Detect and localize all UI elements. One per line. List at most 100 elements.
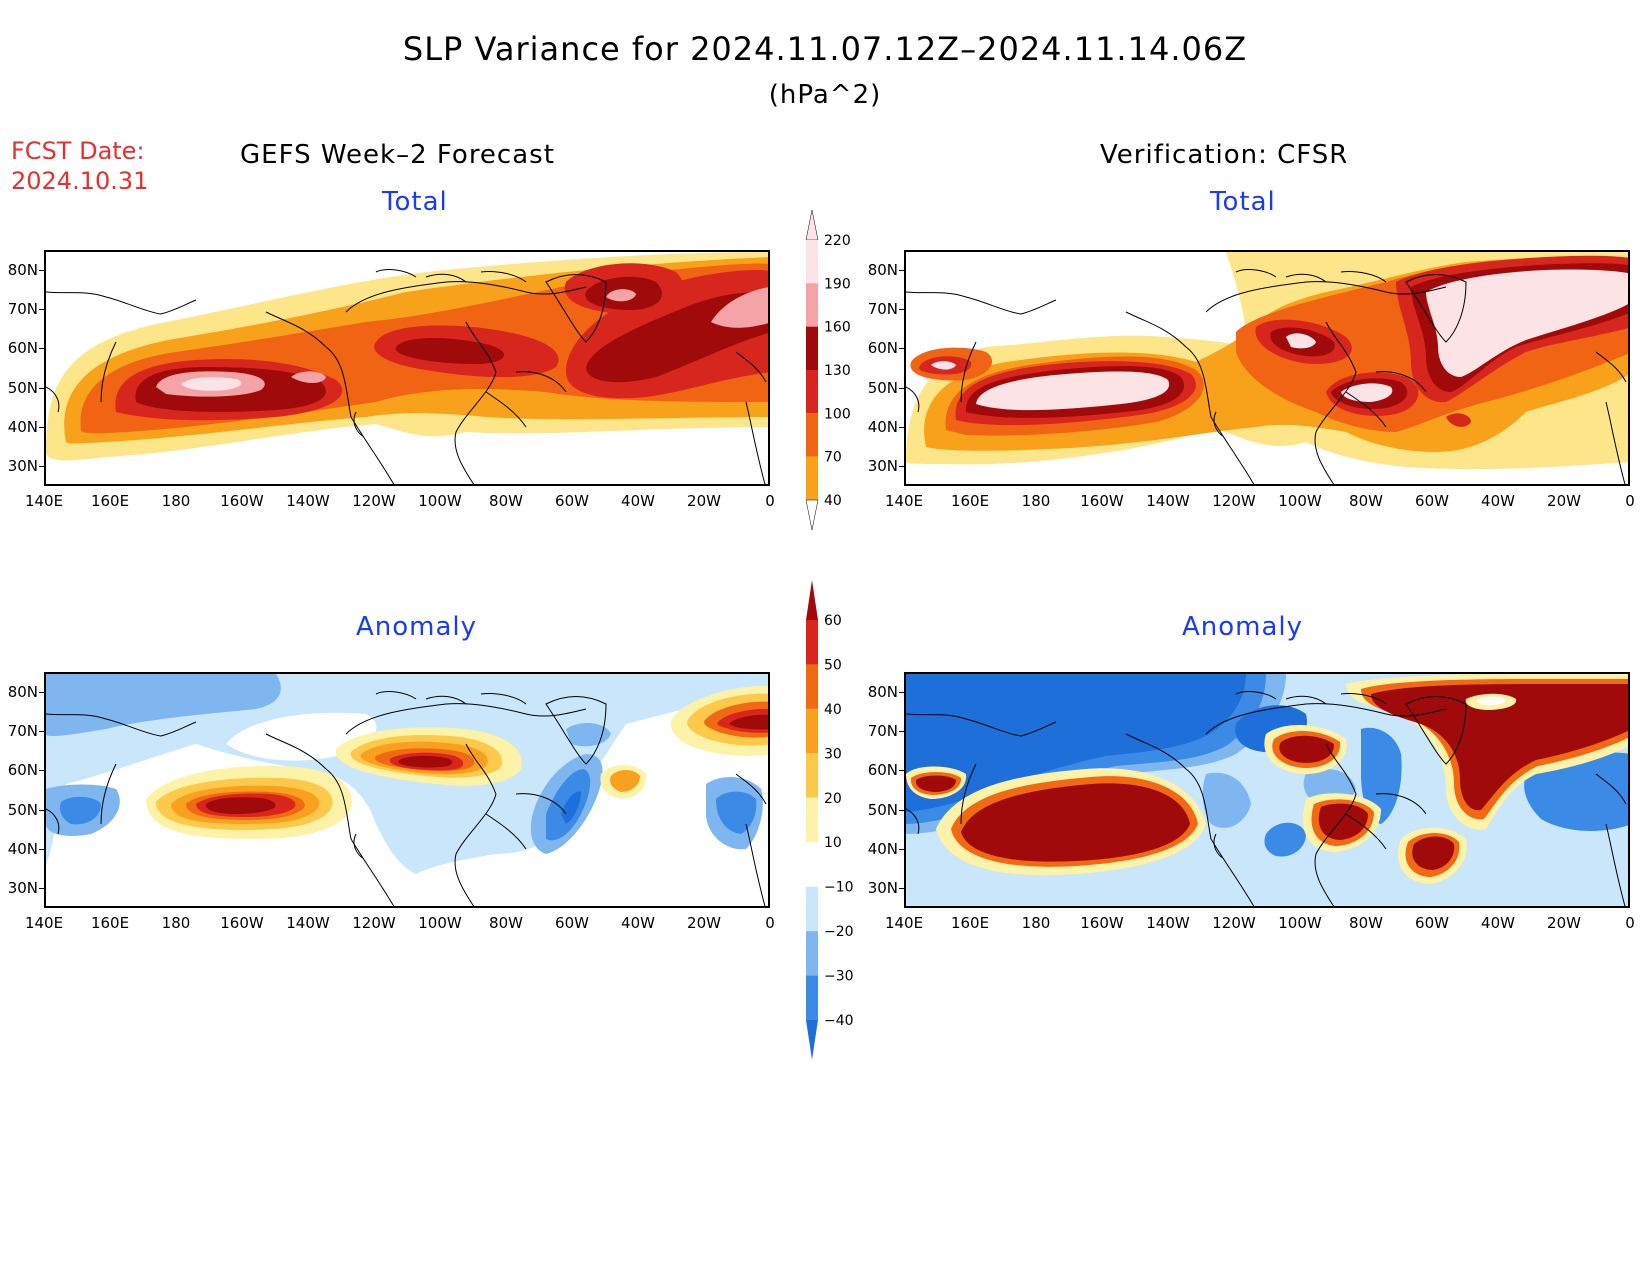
colorbar-swatch bbox=[806, 240, 818, 284]
lat-tick-mark bbox=[899, 849, 904, 850]
cfsr-total-map bbox=[904, 250, 1630, 486]
lat-tick-label: 40N bbox=[867, 418, 898, 436]
lat-tick-mark bbox=[899, 309, 904, 310]
lon-tick-label: 140W bbox=[1146, 914, 1190, 932]
lon-tick-label: 140W bbox=[1146, 492, 1190, 510]
lon-tick-label: 140E bbox=[884, 492, 924, 510]
lat-tick-mark bbox=[899, 348, 904, 350]
gefs-total-field bbox=[46, 252, 768, 484]
colorbar-swatch bbox=[806, 708, 818, 754]
coastlines bbox=[906, 691, 1627, 906]
lat-tick-label: 30N bbox=[867, 879, 898, 898]
lat-tick-label: 30N bbox=[7, 457, 38, 476]
lon-tick-label: 60W bbox=[1415, 914, 1449, 932]
colorbar-level-label: 220 bbox=[824, 233, 851, 249]
gefs-total-map bbox=[44, 250, 770, 486]
lon-tick-label: 120W bbox=[352, 914, 396, 932]
cfsr-total-title: Total bbox=[1210, 187, 1276, 217]
colorbar-level-label: 10 bbox=[824, 835, 842, 851]
colorbar-swatch bbox=[806, 797, 818, 843]
lat-tick-label: 60N bbox=[7, 339, 38, 358]
lat-tick-mark bbox=[899, 387, 904, 389]
lat-tick-mark bbox=[39, 427, 44, 428]
lon-tick-label: 60W bbox=[555, 492, 589, 510]
lat-tick-label: 30N bbox=[7, 879, 38, 898]
cfsr-anomaly-map bbox=[904, 672, 1630, 908]
lat-tick-mark bbox=[899, 691, 904, 693]
lon-tick-label: 60W bbox=[555, 914, 589, 932]
lon-tick-label: 160E bbox=[90, 914, 130, 932]
lon-tick-label: 40W bbox=[621, 914, 655, 932]
colorbar-level-label: −20 bbox=[824, 924, 854, 940]
colorbar-level-label: 190 bbox=[824, 276, 851, 292]
forecast-date-value: 2024.10.31 bbox=[11, 167, 149, 195]
lon-tick-label: 100W bbox=[418, 492, 462, 510]
lat-tick-label: 80N bbox=[7, 682, 38, 701]
lat-tick-label: 70N bbox=[867, 300, 898, 318]
colorbar-level-label: 70 bbox=[824, 450, 842, 466]
colorbar-level-label: 50 bbox=[824, 657, 842, 673]
lon-tick-label: 120W bbox=[1212, 914, 1256, 932]
lat-tick-label: 70N bbox=[867, 722, 898, 740]
cfsr-column-title: Verification: CFSR bbox=[1100, 140, 1349, 170]
lon-tick-label: 80W bbox=[1349, 914, 1383, 932]
lat-tick-mark bbox=[39, 269, 44, 271]
lat-tick-label: 50N bbox=[867, 378, 898, 397]
forecast-date-label: FCST Date: bbox=[11, 137, 145, 165]
cfsr-anomaly-title: Anomaly bbox=[1182, 612, 1304, 642]
lon-tick-label: 40W bbox=[621, 492, 655, 510]
lat-tick-mark bbox=[39, 466, 44, 468]
colorbar-swatch bbox=[806, 931, 818, 976]
gefs-column-title: GEFS Week–2 Forecast bbox=[240, 140, 555, 170]
lat-tick-label: 60N bbox=[7, 761, 38, 780]
lon-tick-label: 180 bbox=[1021, 492, 1051, 510]
colorbar-bottom-arrow bbox=[805, 499, 819, 531]
lat-tick-label: 60N bbox=[867, 339, 898, 358]
lon-tick-label: 100W bbox=[418, 914, 462, 932]
lon-tick-label: 40W bbox=[1481, 914, 1515, 932]
lat-tick-mark bbox=[39, 849, 44, 850]
lat-tick-mark bbox=[899, 269, 904, 271]
lat-tick-label: 60N bbox=[867, 761, 898, 780]
lat-tick-mark bbox=[899, 809, 904, 811]
lat-tick-mark bbox=[39, 731, 44, 732]
colorbar-swatch bbox=[806, 370, 818, 414]
lon-tick-label: 60W bbox=[1415, 492, 1449, 510]
gefs-anomaly-map bbox=[44, 672, 770, 908]
lon-tick-label: 140W bbox=[286, 914, 330, 932]
lon-tick-label: 140E bbox=[884, 914, 924, 932]
colorbar-level-label: 160 bbox=[824, 320, 851, 336]
lon-tick-label: 20W bbox=[687, 914, 721, 932]
lat-tick-mark bbox=[899, 466, 904, 468]
lon-tick-label: 160W bbox=[1080, 914, 1124, 932]
lon-tick-label: 20W bbox=[1547, 492, 1581, 510]
lat-tick-label: 40N bbox=[7, 418, 38, 436]
colorbar-level-label: 60 bbox=[824, 613, 842, 629]
colorbar-level-label: 40 bbox=[824, 702, 842, 718]
lat-tick-label: 50N bbox=[7, 378, 38, 397]
lon-tick-label: 0 bbox=[765, 914, 775, 932]
colorbar-top-arrow bbox=[806, 580, 818, 620]
lon-tick-label: 80W bbox=[489, 492, 523, 510]
lon-tick-label: 160E bbox=[950, 492, 990, 510]
colorbar-swatch bbox=[806, 975, 818, 1020]
lon-tick-label: 160E bbox=[950, 914, 990, 932]
colorbar-swatch bbox=[806, 620, 818, 665]
lat-tick-label: 30N bbox=[867, 457, 898, 476]
lon-tick-label: 0 bbox=[1625, 492, 1635, 510]
lon-tick-label: 80W bbox=[1349, 492, 1383, 510]
lat-tick-mark bbox=[39, 809, 44, 811]
coastlines bbox=[906, 269, 1627, 484]
lon-tick-label: 80W bbox=[489, 914, 523, 932]
lat-tick-label: 80N bbox=[867, 682, 898, 701]
lon-tick-label: 180 bbox=[161, 914, 191, 932]
gefs-anomaly-title: Anomaly bbox=[356, 612, 478, 642]
colorbar-level-label: 40 bbox=[824, 493, 842, 509]
lon-tick-label: 180 bbox=[1021, 914, 1051, 932]
lon-tick-label: 0 bbox=[765, 492, 775, 510]
lat-tick-mark bbox=[39, 309, 44, 310]
lat-tick-label: 70N bbox=[7, 722, 38, 740]
lat-tick-mark bbox=[39, 770, 44, 772]
lon-tick-label: 0 bbox=[1625, 914, 1635, 932]
